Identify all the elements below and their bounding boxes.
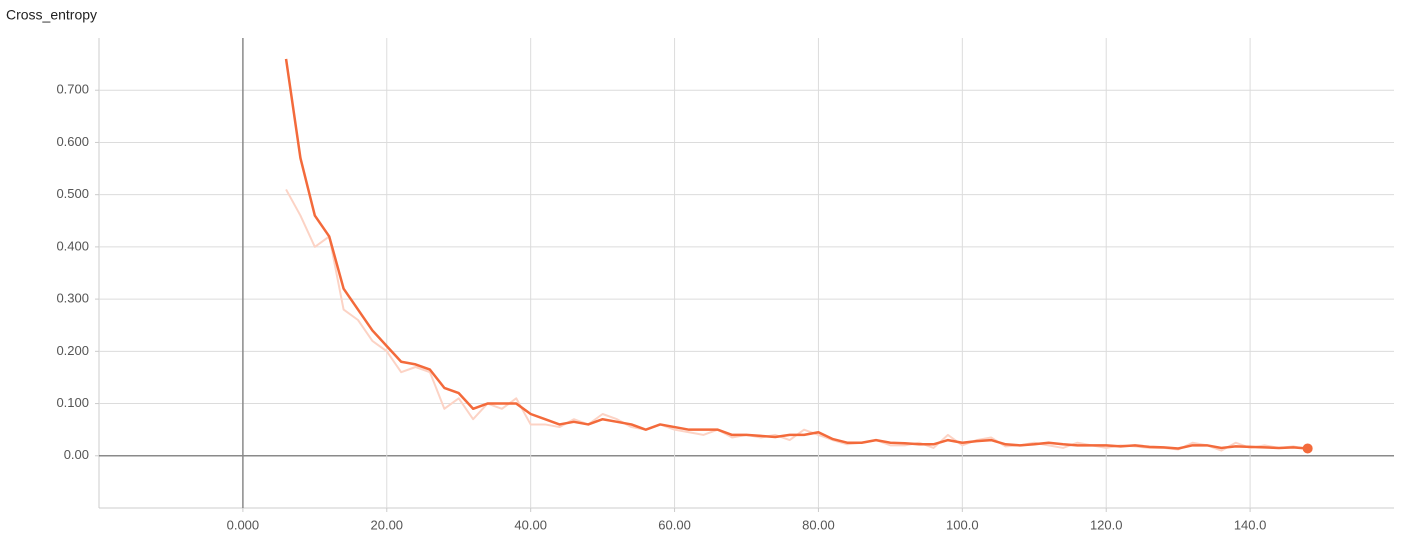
y-tick-label: 0.400 xyxy=(56,238,89,253)
y-tick-label: 0.300 xyxy=(56,291,89,306)
x-tick-label: 80.00 xyxy=(802,517,835,532)
x-tick-label: 100.0 xyxy=(946,517,979,532)
y-tick-label: 0.500 xyxy=(56,186,89,201)
y-tick-label: 0.00 xyxy=(64,447,89,462)
plot-area xyxy=(284,58,1313,454)
end-point xyxy=(1302,443,1313,454)
x-tick-label: 60.00 xyxy=(658,517,691,532)
x-tick-label: 0.000 xyxy=(227,517,260,532)
series-line xyxy=(285,188,1308,452)
x-tick-label: 140.0 xyxy=(1234,517,1267,532)
x-tick-label: 40.00 xyxy=(514,517,547,532)
y-tick-label: 0.100 xyxy=(56,395,89,410)
y-tick-label: 0.700 xyxy=(56,82,89,97)
x-tick-label: 20.00 xyxy=(371,517,404,532)
chart-title: Cross_entropy xyxy=(6,7,97,23)
series-line xyxy=(284,58,1308,450)
y-tick-label: 0.600 xyxy=(56,134,89,149)
x-tick-label: 120.0 xyxy=(1090,517,1123,532)
grid: 0.00 0.100 0.200 0.300 0.400 0.500 0.600 0.700 0… xyxy=(56,38,1394,532)
y-tick-label: 0.200 xyxy=(56,343,89,358)
